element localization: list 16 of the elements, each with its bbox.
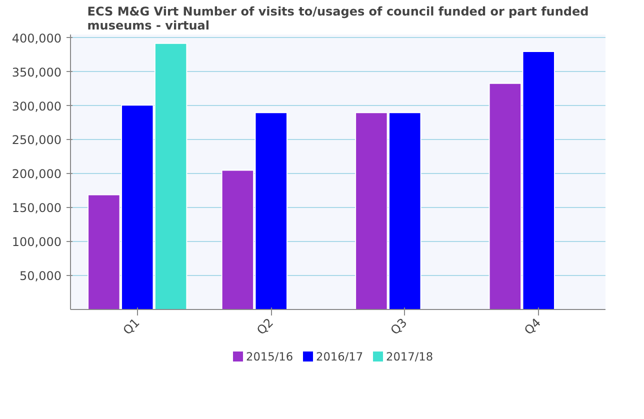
legend-label: 2016/17 [316,350,364,364]
y-tick-label: 350,000 [12,65,62,80]
y-tick-label: 100,000 [12,235,62,250]
y-tick-label: 250,000 [12,133,62,148]
x-tick-label: Q1 [120,316,142,338]
x-tick-label: Q4 [522,316,544,338]
x-tick-label: Q2 [254,316,276,338]
x-tick-label: Q3 [388,316,410,338]
legend-label: 2017/18 [386,350,434,364]
y-tick-label: 50,000 [20,269,62,284]
legend-label: 2015/16 [246,350,294,364]
y-tick-label: 200,000 [12,167,62,182]
chart-title: ECS M&G Virt Number of visits to/usages of council funded or part funded museums - virtual [87,4,589,32]
y-tick-label: 300,000 [12,99,62,114]
y-tick-label: 400,000 [12,31,62,46]
y-tick-label: 150,000 [12,201,62,216]
